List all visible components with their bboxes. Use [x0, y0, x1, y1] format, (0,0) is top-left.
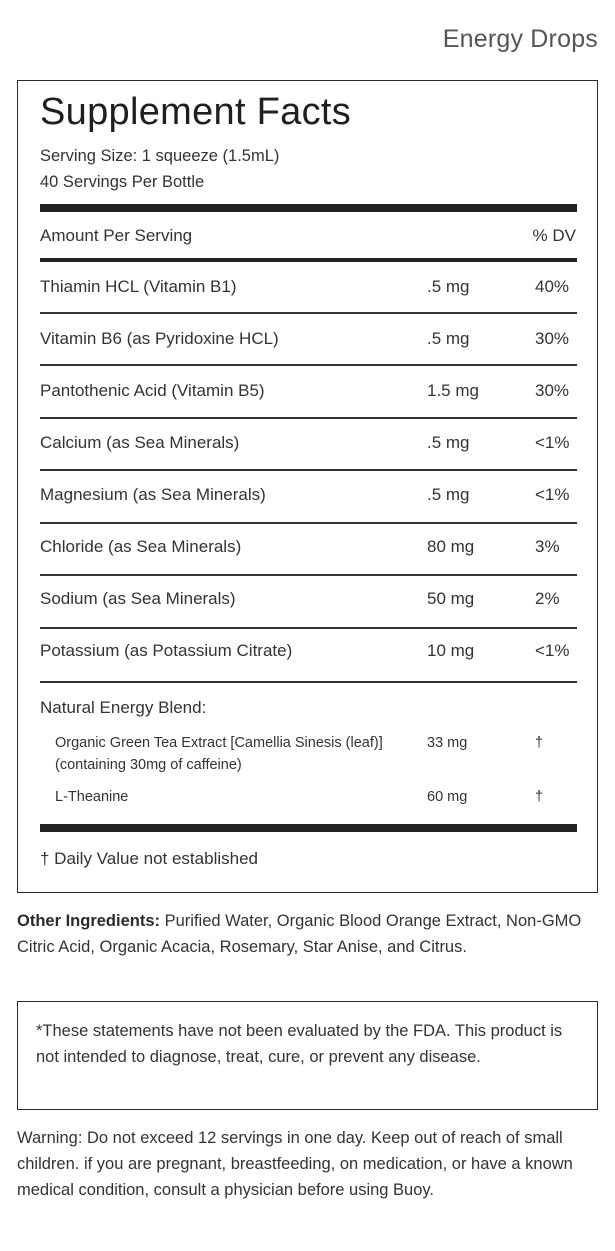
nutrient-name: Calcium (as Sea Minerals): [40, 433, 240, 452]
amount-per-serving-header: Amount Per Serving: [40, 226, 193, 245]
nutrient-amount: .5 mg: [427, 485, 470, 504]
serving-size: Serving Size: 1 squeeze (1.5mL): [40, 147, 280, 165]
nutrient-dv: 30%: [535, 381, 570, 400]
blend-item-name: Organic Green Tea Extract [Camellia Sine…: [55, 735, 383, 773]
nutrient-name: Pantothenic Acid (Vitamin B5): [40, 381, 265, 400]
nutrient-amount: .5 mg: [427, 277, 470, 296]
row-divider: [40, 627, 577, 629]
nutrient-dv: 30%: [535, 329, 570, 348]
header-divider: [40, 258, 577, 262]
nutrient-amount: .5 mg: [427, 329, 470, 348]
nutrient-dv: <1%: [535, 433, 570, 452]
nutrient-row: Calcium (as Sea Minerals) .5 mg <1%: [40, 418, 577, 470]
warning-text: Warning: Do not exceed 12 servings in on…: [17, 1129, 573, 1199]
thick-divider: [40, 204, 577, 212]
nutrient-name: Sodium (as Sea Minerals): [40, 589, 236, 608]
fda-disclaimer-box: *These statements have not been evaluate…: [17, 1001, 598, 1110]
row-divider: [40, 681, 577, 683]
nutrient-dv: 2%: [535, 589, 560, 608]
nutrient-amount: 10 mg: [427, 641, 475, 660]
nutrient-amount: 50 mg: [427, 589, 475, 608]
other-ingredients-text: Purified Water, Organic Blood Orange Ext…: [17, 912, 582, 956]
servings-per-container: 40 Servings Per Bottle: [40, 173, 205, 191]
nutrient-amount: 80 mg: [427, 537, 475, 556]
blend-item-dv: †: [535, 789, 544, 805]
nutrient-amount: 1.5 mg: [427, 381, 479, 400]
nutrient-row: Sodium (as Sea Minerals) 50 mg 2%: [40, 574, 577, 626]
blend-label: Natural Energy Blend:: [40, 698, 207, 717]
row-divider: [40, 364, 577, 366]
nutrient-name: Thiamin HCL (Vitamin B1): [40, 277, 237, 296]
dv-header: % DV: [532, 226, 576, 245]
nutrient-row: Magnesium (as Sea Minerals) .5 mg <1%: [40, 470, 577, 522]
nutrient-name: Chloride (as Sea Minerals): [40, 537, 242, 556]
nutrient-name: Magnesium (as Sea Minerals): [40, 485, 266, 504]
nutrient-name: Potassium (as Potassium Citrate): [40, 641, 293, 660]
supplement-facts-panel: Supplement Facts Serving Size: 1 squeeze…: [17, 80, 598, 893]
fda-disclaimer-text: *These statements have not been evaluate…: [36, 1022, 563, 1066]
nutrient-row: Chloride (as Sea Minerals) 80 mg 3%: [40, 522, 577, 574]
blend-item-amount: 60 mg: [427, 789, 468, 805]
facts-title: Supplement Facts: [40, 91, 352, 133]
row-divider: [40, 312, 577, 314]
nutrient-dv: <1%: [535, 485, 570, 504]
nutrient-name: Vitamin B6 (as Pyridoxine HCL): [40, 329, 279, 348]
nutrient-row: Pantothenic Acid (Vitamin B5) 1.5 mg 30%: [40, 366, 577, 418]
thick-divider: [40, 824, 577, 832]
blend-item-name: L-Theanine: [55, 789, 129, 805]
product-name: Energy Drops: [442, 25, 598, 53]
nutrient-amount: .5 mg: [427, 433, 470, 452]
row-divider: [40, 417, 577, 419]
other-ingredients: Other Ingredients: Purified Water, Organ…: [17, 908, 587, 960]
dv-footnote: † Daily Value not established: [40, 849, 258, 868]
row-divider: [40, 574, 577, 576]
other-ingredients-label: Other Ingredients:: [17, 912, 161, 930]
blend-item-amount: 33 mg: [427, 735, 468, 751]
blend-item-dv: †: [535, 735, 544, 751]
nutrient-dv: <1%: [535, 641, 570, 660]
row-divider: [40, 522, 577, 524]
nutrient-dv: 3%: [535, 537, 560, 556]
nutrient-row: Thiamin HCL (Vitamin B1) .5 mg 40%: [40, 262, 577, 314]
nutrient-dv: 40%: [535, 277, 570, 296]
nutrient-row: Potassium (as Potassium Citrate) 10 mg <…: [40, 626, 577, 678]
row-divider: [40, 469, 577, 471]
nutrient-row: Vitamin B6 (as Pyridoxine HCL) .5 mg 30%: [40, 314, 577, 366]
